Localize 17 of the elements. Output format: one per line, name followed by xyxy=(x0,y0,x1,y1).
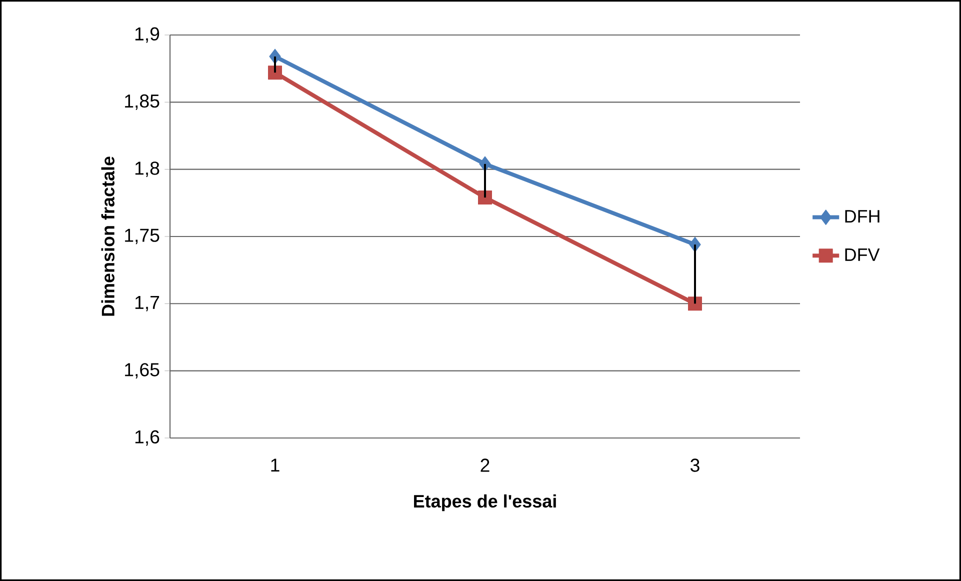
y-tick-label: 1,85 xyxy=(125,94,160,110)
point xyxy=(478,190,492,205)
y-axis-title: Dimension fractale xyxy=(101,156,114,316)
y-tick-label: 1,7 xyxy=(135,296,160,312)
y-tick-label: 1,8 xyxy=(135,162,160,178)
point xyxy=(688,296,702,311)
x-axis-title: Etapes de l'essai xyxy=(414,494,556,512)
x-tick-label: 1 xyxy=(271,458,280,472)
point xyxy=(268,66,282,80)
x-tick-label: 2 xyxy=(480,458,490,472)
y-tick-label: 1,65 xyxy=(125,363,160,379)
y-tick-label: 1,75 xyxy=(125,228,160,244)
y-tick-label: 1,6 xyxy=(135,430,160,446)
legend-label: DFV xyxy=(845,248,880,261)
y-tick-label: 1,9 xyxy=(135,27,160,43)
legend-label: DFH xyxy=(845,210,880,222)
x-tick-label: 3 xyxy=(690,458,700,472)
